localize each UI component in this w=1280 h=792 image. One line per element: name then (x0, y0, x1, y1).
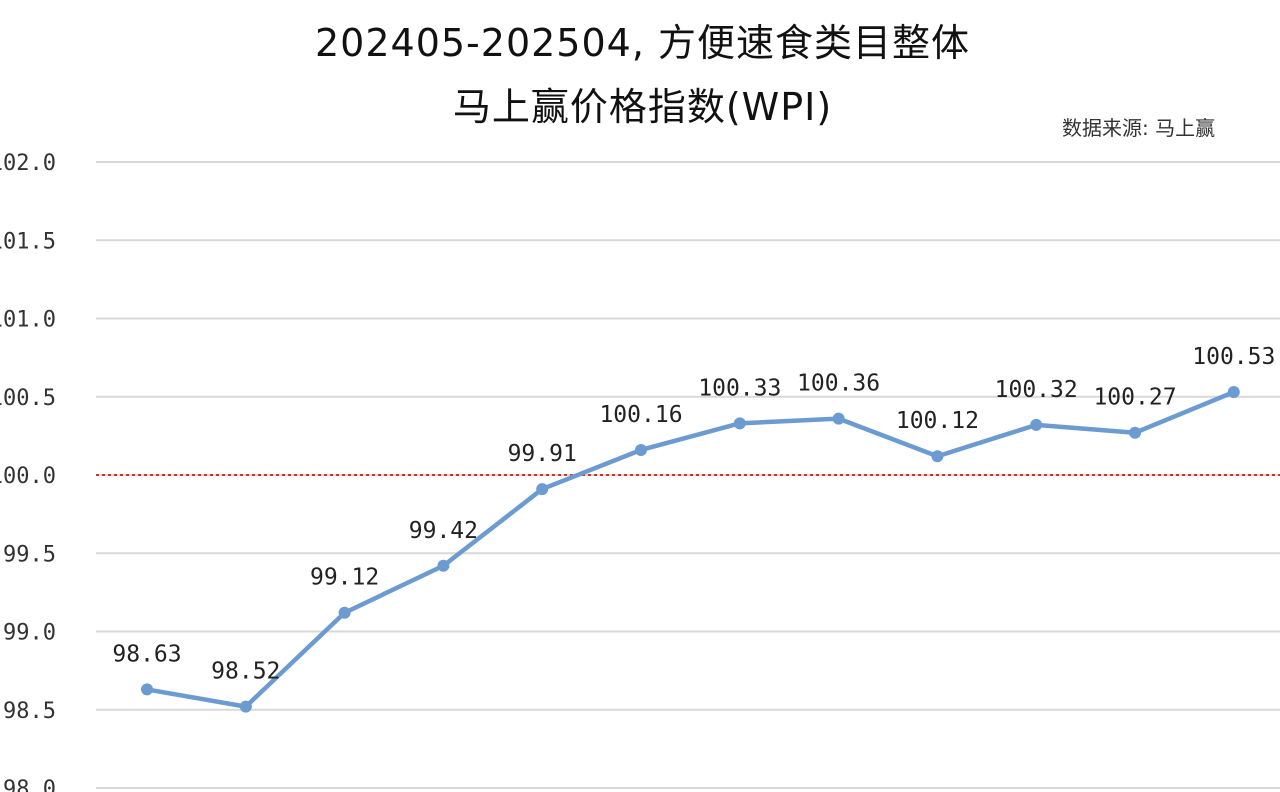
data-labels: 98.63 98.52 99.12 99.42 99.91 100.16 100.33 100… (112, 344, 1275, 685)
wpi-series-line (146, 389, 1235, 709)
data-points (141, 386, 1240, 713)
chart-title-line2: 马上赢价格指数(WPI) (452, 85, 833, 129)
y-tick-label: 100.0 (0, 464, 56, 489)
data-point (338, 606, 351, 619)
data-label: 100.12 (896, 408, 979, 434)
data-label: 100.33 (698, 375, 781, 401)
chart-title-line1: 202405-202504, 方便速食类目整体 (315, 21, 970, 65)
data-label: 100.36 (797, 371, 880, 397)
data-source-note: 数据来源: 马上赢 (1062, 116, 1216, 140)
data-label: 99.42 (409, 518, 478, 544)
y-axis-ticks: 98.0 98.5 99.0 99.5 100.0 100.5 101.0 101.5 102.… (0, 151, 56, 792)
data-point (141, 683, 153, 696)
y-tick-label: 99.5 (3, 542, 56, 567)
data-point (437, 559, 450, 572)
y-tick-label: 101.5 (0, 229, 56, 254)
data-label: 98.63 (112, 641, 181, 667)
y-tick-label: 101.0 (0, 308, 56, 333)
y-tick-label: 100.5 (0, 386, 56, 411)
y-tick-label: 99.0 (3, 621, 56, 646)
data-label: 100.27 (1093, 385, 1176, 411)
data-point (635, 443, 647, 456)
data-label: 98.52 (211, 659, 280, 685)
grid-lines (96, 161, 1280, 789)
y-tick-label: 98.5 (3, 699, 56, 724)
data-label: 99.12 (310, 565, 379, 591)
data-point (1227, 386, 1240, 399)
data-point (931, 450, 944, 463)
y-tick-label: 98.0 (3, 777, 56, 792)
data-label: 100.53 (1192, 344, 1275, 370)
data-point (239, 700, 252, 713)
data-point (1030, 418, 1043, 431)
data-label: 100.16 (599, 402, 682, 428)
data-point (832, 412, 845, 425)
data-label: 99.91 (508, 441, 577, 467)
data-label: 100.32 (995, 377, 1078, 403)
data-point (733, 417, 746, 430)
data-point (536, 483, 549, 496)
data-point (1129, 426, 1141, 439)
y-tick-label: 102.0 (0, 151, 56, 176)
